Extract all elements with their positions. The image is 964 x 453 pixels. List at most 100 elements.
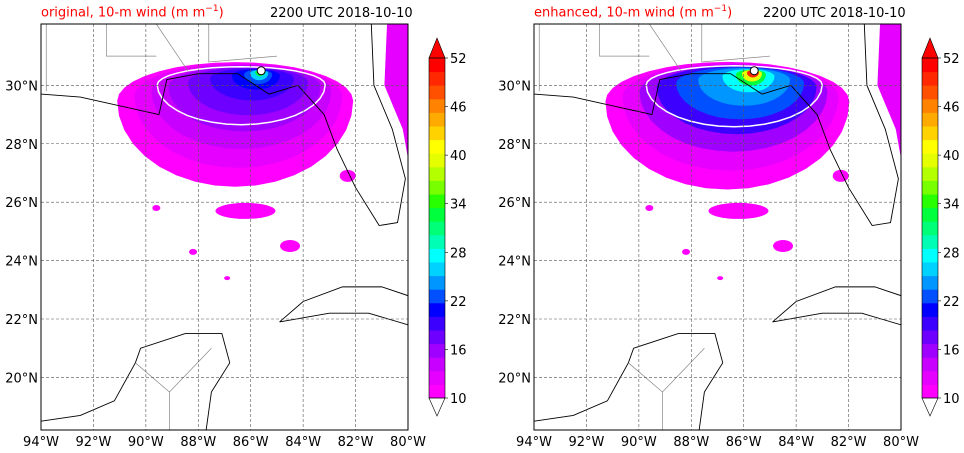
- map-content: [534, 24, 901, 430]
- lon-tick-label: 88°W: [673, 435, 709, 450]
- colorbar-segment: [922, 289, 938, 304]
- colorbar-extend-max: [428, 37, 446, 59]
- colorbar-segment: [922, 343, 938, 358]
- wind-patch: [682, 248, 691, 255]
- lat-tick-label: 20°N: [498, 371, 531, 386]
- lat-tick-label: 24°N: [498, 255, 531, 270]
- lon-tick-label: 92°W: [75, 435, 111, 450]
- lat-tick-label: 28°N: [498, 138, 531, 153]
- panel-title-time: 2200 UTC 2018-10-10: [270, 6, 413, 21]
- storm-eye: [749, 66, 759, 76]
- colorbar-segment: [922, 58, 938, 73]
- colorbar-segment: [429, 221, 445, 236]
- wind-atlantic: [877, 24, 901, 159]
- colorbar-segment: [429, 180, 445, 195]
- wind-patch: [215, 202, 276, 219]
- coastline: [534, 333, 724, 430]
- map-content: [41, 24, 408, 430]
- title-superscript: −1: [713, 4, 728, 14]
- colorbar-segment: [429, 289, 445, 304]
- lon-tick-label: 80°W: [390, 435, 426, 450]
- colorbar-segment: [922, 194, 938, 209]
- colorbar-tick-label: 22: [943, 295, 960, 310]
- colorbar-segment: [922, 85, 938, 100]
- colorbar-tick-label: 40: [943, 149, 960, 164]
- lon-tick-label: 86°W: [233, 435, 269, 450]
- panel-title-variable: enhanced, 10-m wind (m m−1): [534, 4, 732, 20]
- panel-original: original, 10-m wind (m m−1) 2200 UTC 201…: [5, 4, 467, 450]
- colorbar-tick-label: 52: [943, 52, 960, 67]
- isotach-contour: [645, 65, 823, 128]
- colorbar-tick-label: 16: [450, 343, 467, 358]
- colorbar-segment: [429, 248, 445, 263]
- colorbar-segment: [429, 139, 445, 154]
- colorbar-segment: [429, 262, 445, 277]
- wind-patch: [152, 205, 161, 212]
- border-line: [208, 24, 277, 63]
- colorbar-extend-max: [921, 37, 939, 59]
- colorbar-segment: [429, 85, 445, 100]
- colorbar-segment: [922, 275, 938, 290]
- lon-tick-label: 82°W: [338, 435, 374, 450]
- colorbar-segment: [922, 262, 938, 277]
- title-text: enhanced, 10-m wind (m m: [534, 5, 714, 21]
- title-close: ): [218, 5, 224, 21]
- colorbar-segment: [429, 384, 445, 399]
- colorbar-segment: [922, 207, 938, 222]
- lon-tick-label: 90°W: [621, 435, 657, 450]
- map-frame: [533, 23, 902, 431]
- colorbar-segment: [922, 180, 938, 195]
- colorbar-tick-label: 34: [943, 198, 960, 213]
- colorbar-tick-label: 10: [943, 392, 960, 407]
- colorbar-segment: [429, 153, 445, 168]
- border-line: [662, 347, 705, 430]
- colorbar-segment: [922, 126, 938, 141]
- title-text: original, 10-m wind (m m: [41, 5, 206, 21]
- wind-patch: [708, 202, 769, 219]
- lon-tick-label: 92°W: [568, 435, 604, 450]
- colorbar-tick-label: 52: [450, 52, 467, 67]
- colorbar-segment: [429, 302, 445, 317]
- lat-tick-label: 20°N: [5, 371, 38, 386]
- colorbar-extend-min: [428, 397, 446, 417]
- lat-tick-label: 30°N: [498, 79, 531, 94]
- colorbar-segment: [922, 316, 938, 331]
- storm-eye: [256, 66, 266, 76]
- colorbar-tick-label: 34: [450, 198, 467, 213]
- title-superscript: −1: [205, 4, 219, 14]
- border-line: [156, 24, 189, 71]
- lon-tick-label: 84°W: [778, 435, 814, 450]
- lon-tick-label: 84°W: [285, 435, 321, 450]
- wind-patch: [645, 205, 654, 212]
- colorbar-tick-label: 28: [943, 246, 960, 261]
- border-line: [649, 24, 682, 71]
- colorbar-segment: [922, 248, 938, 263]
- lat-tick-label: 26°N: [498, 196, 531, 211]
- title-close: ): [727, 5, 733, 21]
- colorbar-segment: [922, 357, 938, 372]
- colorbar-segment: [429, 357, 445, 372]
- colorbar-segment: [922, 166, 938, 181]
- colorbar-segment: [429, 207, 445, 222]
- colorbar-tick-label: 22: [450, 295, 467, 310]
- wind-map: 94°W 92°W 90°W 88°W 86°W 84°W 82°W 80°W 30°N 28°N…: [498, 23, 960, 450]
- wind-atlantic: [384, 24, 408, 159]
- colorbar: 52 46 40 34 28 22 16 10: [921, 37, 960, 417]
- colorbar-segment: [429, 343, 445, 358]
- coastline: [41, 333, 231, 430]
- border-line: [701, 24, 770, 63]
- lat-tick-label: 30°N: [5, 79, 38, 94]
- colorbar-segment: [429, 71, 445, 86]
- colorbar-frame: [428, 57, 446, 399]
- colorbar-segment: [429, 194, 445, 209]
- wind-map: 94°W 92°W 90°W 88°W 86°W 84°W 82°W 80°W 30°N 28°N…: [5, 23, 467, 450]
- wind-patch: [224, 276, 231, 281]
- lat-tick-label: 28°N: [5, 138, 38, 153]
- wind-patch: [189, 248, 198, 255]
- lon-tick-label: 86°W: [726, 435, 762, 450]
- colorbar-tick-label: 40: [450, 149, 467, 164]
- colorbar-segment: [922, 384, 938, 399]
- colorbar-segment: [922, 71, 938, 86]
- colorbar-segment: [429, 330, 445, 345]
- colorbar-segment: [429, 126, 445, 141]
